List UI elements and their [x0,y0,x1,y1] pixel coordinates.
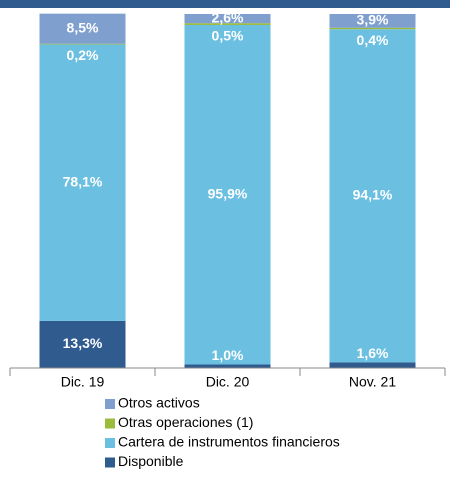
bar-segment [329,362,416,368]
bar-segment [329,27,416,30]
bar-segment [184,364,271,368]
data-label: 0,5% [212,28,244,44]
data-label: 2,6% [212,9,244,25]
bar-segment [184,23,271,25]
bar-segment [39,320,126,368]
bar-segment [184,14,271,24]
data-label: 94,1% [353,186,393,202]
data-label: 1,6% [357,345,389,361]
data-label: 78,1% [63,173,103,189]
data-label: 0,4% [357,32,389,48]
bar-segment [39,43,126,45]
data-label: 3,9% [357,12,389,28]
x-tick-label: Nov. 21 [349,374,396,390]
legend-swatch [105,457,115,468]
header-band [0,0,450,8]
x-tick-label: Dic. 20 [206,374,250,390]
legend-label: Cartera de instrumentos financieros [118,434,340,450]
bar-segment [329,14,416,28]
bar-segment [39,44,126,321]
legend-label: Otras operaciones (1) [118,414,253,430]
data-label: 8,5% [67,19,99,35]
bar-segment [184,24,271,365]
legend-label: Disponible [118,453,184,469]
data-label: 13,3% [63,335,103,351]
legend-label: Otros activos [118,395,200,411]
data-label: 0,2% [67,47,99,63]
legend-swatch [105,399,115,409]
bar-segment [39,13,126,44]
x-tick-label: Dic. 19 [61,374,105,390]
bar-segment [329,29,416,363]
legend-swatch [105,418,115,429]
data-label: 1,0% [212,347,244,363]
data-label: 95,9% [208,185,248,201]
legend-swatch [105,438,115,448]
